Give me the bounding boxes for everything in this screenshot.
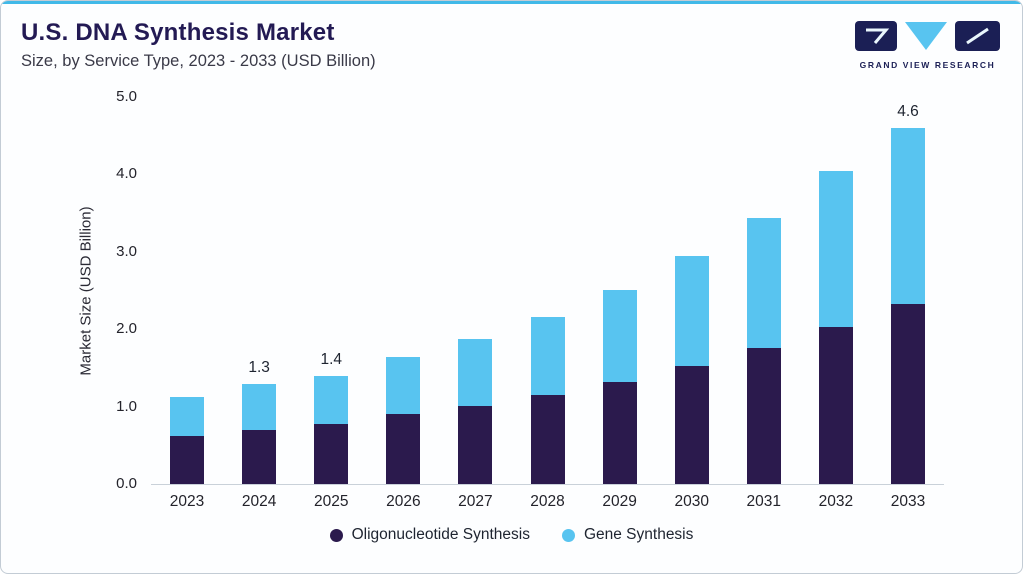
legend: Oligonucleotide Synthesis Gene Synthesis <box>1 526 1022 544</box>
chart-area: Market Size (USD Billion) 0.0 1.0 2.0 3.0 4.… <box>78 88 944 492</box>
bar-segment <box>386 357 421 414</box>
bar-segment <box>458 339 493 406</box>
x-axis-label: 2028 <box>530 493 565 510</box>
legend-label: Gene Synthesis <box>583 526 694 543</box>
bar-segment <box>386 414 421 484</box>
bar-segment <box>890 304 925 484</box>
gvr-logo-icon <box>855 21 1000 51</box>
bar-slot: 1.3 <box>223 97 295 484</box>
plot-area: Market Size (USD Billion) 0.0 1.0 2.0 3.0 4.… <box>78 88 944 492</box>
y-axis-tick-label: 4.0 <box>116 165 137 183</box>
bar-segment <box>818 171 853 327</box>
x-axis-label: 2024 <box>241 493 277 510</box>
header: U.S. DNA Synthesis Market Size, by Servi… <box>1 4 1022 71</box>
x-axis-label: 2025 <box>313 493 349 510</box>
bar-segment <box>170 436 205 484</box>
bar-segment <box>314 424 349 484</box>
bar-segment <box>170 397 205 436</box>
x-axis-label: 2029 <box>602 493 637 510</box>
bar-slot <box>584 97 656 484</box>
x-axis-label: 2032 <box>818 493 854 510</box>
x-axis-label: 2030 <box>674 493 709 510</box>
x-axis-label: 2026 <box>386 493 421 510</box>
legend-marker-icon <box>561 528 575 542</box>
gvr-logo-text: GRAND VIEW RESEARCH <box>859 60 996 70</box>
y-axis-tick-label: 3.0 <box>116 242 137 260</box>
bar-segment <box>530 317 565 395</box>
bar-slot <box>800 97 872 484</box>
x-axis-label: 2031 <box>746 493 782 510</box>
bar-value-label: 1.3 <box>248 359 270 376</box>
bar-slot <box>728 97 800 484</box>
legend-item: Gene Synthesis <box>561 526 694 544</box>
bar-segment <box>602 382 637 484</box>
bar-slot <box>151 97 223 484</box>
legend-item: Oligonucleotide Synthesis <box>329 526 530 544</box>
bar-slot <box>511 97 583 484</box>
x-axis-label: 2023 <box>169 493 205 510</box>
bar-segment <box>602 290 637 382</box>
bar-segment <box>314 376 349 424</box>
y-axis: 0.0 1.0 2.0 3.0 4.0 5.0 <box>91 88 137 492</box>
top-accent-bar <box>1 1 1022 4</box>
x-axis-label: 2027 <box>458 493 493 510</box>
y-axis-tick-label: 0.0 <box>116 475 137 492</box>
x-axis-label: 2033 <box>890 493 926 510</box>
bar-segment <box>458 406 493 484</box>
bar-slot <box>439 97 511 484</box>
page-title: U.S. DNA Synthesis Market <box>21 19 335 46</box>
title-block: U.S. DNA Synthesis Market Size, by Servi… <box>21 18 376 71</box>
page-subtitle: Size, by Service Type, 2023 - 2033 (USD … <box>21 52 376 70</box>
bar-segment <box>818 327 853 484</box>
bar-value-label: 1.4 <box>320 351 343 368</box>
x-axis: 2023 2024 2025 2026 2027 2028 2029 2030 2031 2032… <box>151 493 944 511</box>
bar-segment <box>242 430 277 484</box>
bars-container: 1.3 1.4 4.6 <box>151 97 944 484</box>
legend-label: Oligonucleotide Synthesis <box>351 526 530 543</box>
bar-slot: 4.6 <box>872 97 944 484</box>
gvr-logo: GRAND VIEW RESEARCH <box>855 21 1000 70</box>
bar-segment <box>890 128 925 304</box>
bar-segment <box>242 384 277 430</box>
bar-segment <box>530 395 565 484</box>
bar-segment <box>674 256 709 366</box>
bar-slot <box>656 97 728 484</box>
bar-value-label: 4.6 <box>897 103 919 120</box>
y-axis-tick-label: 5.0 <box>116 88 137 105</box>
legend-marker-icon <box>329 528 343 542</box>
bar-segment <box>746 218 781 348</box>
bar-segment <box>746 348 781 484</box>
bar-segment <box>674 366 709 484</box>
bar-slot <box>367 97 439 484</box>
y-axis-tick-label: 2.0 <box>116 320 137 338</box>
y-axis-tick-label: 1.0 <box>116 397 137 415</box>
bar-slot: 1.4 <box>295 97 367 484</box>
